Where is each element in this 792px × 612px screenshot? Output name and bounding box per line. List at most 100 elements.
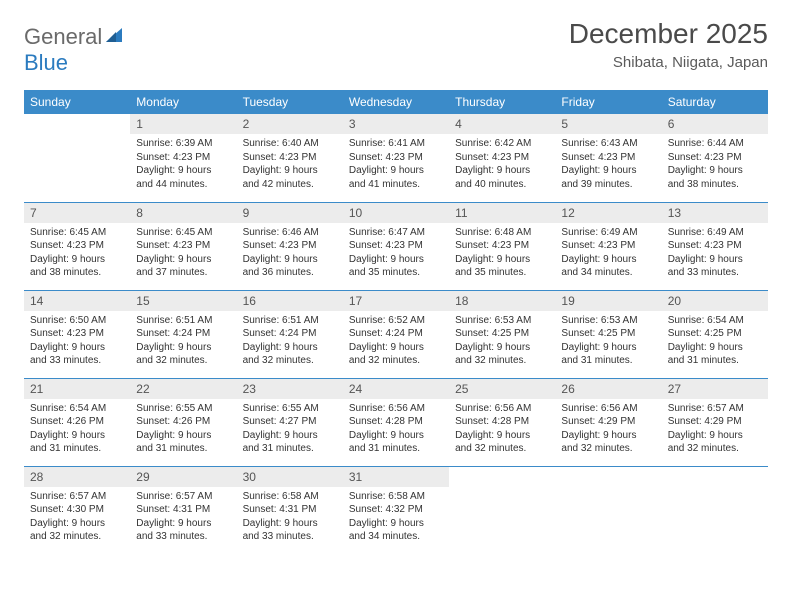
- calendar-week-row: 28Sunrise: 6:57 AMSunset: 4:30 PMDayligh…: [24, 466, 768, 554]
- calendar-cell: 5Sunrise: 6:43 AMSunset: 4:23 PMDaylight…: [555, 114, 661, 202]
- calendar-cell: 14Sunrise: 6:50 AMSunset: 4:23 PMDayligh…: [24, 290, 130, 378]
- calendar-cell: 9Sunrise: 6:46 AMSunset: 4:23 PMDaylight…: [237, 202, 343, 290]
- day-body: Sunrise: 6:51 AMSunset: 4:24 PMDaylight:…: [130, 311, 236, 374]
- day-body: Sunrise: 6:54 AMSunset: 4:26 PMDaylight:…: [24, 399, 130, 462]
- day-number: 15: [130, 291, 236, 311]
- day-number: 26: [555, 379, 661, 399]
- logo-sail-icon: [104, 24, 124, 50]
- calendar-cell: 4Sunrise: 6:42 AMSunset: 4:23 PMDaylight…: [449, 114, 555, 202]
- calendar-cell: 22Sunrise: 6:55 AMSunset: 4:26 PMDayligh…: [130, 378, 236, 466]
- logo: General Blue: [24, 24, 124, 76]
- header: General Blue December 2025 Shibata, Niig…: [24, 18, 768, 76]
- day-body: Sunrise: 6:46 AMSunset: 4:23 PMDaylight:…: [237, 223, 343, 286]
- calendar-cell: 25Sunrise: 6:56 AMSunset: 4:28 PMDayligh…: [449, 378, 555, 466]
- calendar-cell: 27Sunrise: 6:57 AMSunset: 4:29 PMDayligh…: [662, 378, 768, 466]
- day-body: Sunrise: 6:57 AMSunset: 4:31 PMDaylight:…: [130, 487, 236, 550]
- logo-text: General Blue: [24, 24, 124, 76]
- day-number: 21: [24, 379, 130, 399]
- day-body: [24, 120, 130, 129]
- calendar-cell: 30Sunrise: 6:58 AMSunset: 4:31 PMDayligh…: [237, 466, 343, 554]
- day-number: 31: [343, 467, 449, 487]
- calendar-cell: 24Sunrise: 6:56 AMSunset: 4:28 PMDayligh…: [343, 378, 449, 466]
- calendar-week-row: 14Sunrise: 6:50 AMSunset: 4:23 PMDayligh…: [24, 290, 768, 378]
- day-number: 20: [662, 291, 768, 311]
- day-body: Sunrise: 6:45 AMSunset: 4:23 PMDaylight:…: [24, 223, 130, 286]
- calendar-cell: 19Sunrise: 6:53 AMSunset: 4:25 PMDayligh…: [555, 290, 661, 378]
- day-body: [662, 473, 768, 482]
- day-body: Sunrise: 6:49 AMSunset: 4:23 PMDaylight:…: [662, 223, 768, 286]
- day-number: 10: [343, 203, 449, 223]
- calendar-header-row: SundayMondayTuesdayWednesdayThursdayFrid…: [24, 90, 768, 114]
- day-number: 29: [130, 467, 236, 487]
- day-body: Sunrise: 6:57 AMSunset: 4:30 PMDaylight:…: [24, 487, 130, 550]
- logo-word-1: General: [24, 24, 102, 49]
- calendar-cell: 31Sunrise: 6:58 AMSunset: 4:32 PMDayligh…: [343, 466, 449, 554]
- title-block: December 2025 Shibata, Niigata, Japan: [569, 18, 768, 71]
- calendar-day-header: Monday: [130, 90, 236, 114]
- day-body: Sunrise: 6:56 AMSunset: 4:28 PMDaylight:…: [449, 399, 555, 462]
- day-body: Sunrise: 6:52 AMSunset: 4:24 PMDaylight:…: [343, 311, 449, 374]
- calendar-cell: 11Sunrise: 6:48 AMSunset: 4:23 PMDayligh…: [449, 202, 555, 290]
- calendar-day-header: Saturday: [662, 90, 768, 114]
- calendar-day-header: Sunday: [24, 90, 130, 114]
- calendar-cell: 10Sunrise: 6:47 AMSunset: 4:23 PMDayligh…: [343, 202, 449, 290]
- day-number: 28: [24, 467, 130, 487]
- day-body: Sunrise: 6:56 AMSunset: 4:29 PMDaylight:…: [555, 399, 661, 462]
- day-body: Sunrise: 6:50 AMSunset: 4:23 PMDaylight:…: [24, 311, 130, 374]
- day-body: Sunrise: 6:41 AMSunset: 4:23 PMDaylight:…: [343, 134, 449, 197]
- day-body: Sunrise: 6:40 AMSunset: 4:23 PMDaylight:…: [237, 134, 343, 197]
- calendar-cell: 2Sunrise: 6:40 AMSunset: 4:23 PMDaylight…: [237, 114, 343, 202]
- calendar-cell: [555, 466, 661, 554]
- calendar-week-row: 1Sunrise: 6:39 AMSunset: 4:23 PMDaylight…: [24, 114, 768, 202]
- calendar-cell: 28Sunrise: 6:57 AMSunset: 4:30 PMDayligh…: [24, 466, 130, 554]
- day-number: 12: [555, 203, 661, 223]
- calendar-cell: 29Sunrise: 6:57 AMSunset: 4:31 PMDayligh…: [130, 466, 236, 554]
- day-number: 13: [662, 203, 768, 223]
- day-body: Sunrise: 6:45 AMSunset: 4:23 PMDaylight:…: [130, 223, 236, 286]
- day-body: Sunrise: 6:39 AMSunset: 4:23 PMDaylight:…: [130, 134, 236, 197]
- calendar-cell: 3Sunrise: 6:41 AMSunset: 4:23 PMDaylight…: [343, 114, 449, 202]
- day-number: 25: [449, 379, 555, 399]
- calendar-cell: 6Sunrise: 6:44 AMSunset: 4:23 PMDaylight…: [662, 114, 768, 202]
- calendar-cell: 23Sunrise: 6:55 AMSunset: 4:27 PMDayligh…: [237, 378, 343, 466]
- day-body: Sunrise: 6:58 AMSunset: 4:31 PMDaylight:…: [237, 487, 343, 550]
- day-number: 16: [237, 291, 343, 311]
- calendar-cell: [449, 466, 555, 554]
- calendar-cell: 12Sunrise: 6:49 AMSunset: 4:23 PMDayligh…: [555, 202, 661, 290]
- day-body: [555, 473, 661, 482]
- calendar-cell: [662, 466, 768, 554]
- day-body: Sunrise: 6:58 AMSunset: 4:32 PMDaylight:…: [343, 487, 449, 550]
- day-number: 19: [555, 291, 661, 311]
- day-body: Sunrise: 6:48 AMSunset: 4:23 PMDaylight:…: [449, 223, 555, 286]
- day-number: 5: [555, 114, 661, 134]
- day-body: Sunrise: 6:49 AMSunset: 4:23 PMDaylight:…: [555, 223, 661, 286]
- day-number: 14: [24, 291, 130, 311]
- day-body: Sunrise: 6:55 AMSunset: 4:27 PMDaylight:…: [237, 399, 343, 462]
- day-number: 24: [343, 379, 449, 399]
- day-number: 1: [130, 114, 236, 134]
- day-number: 2: [237, 114, 343, 134]
- day-number: 9: [237, 203, 343, 223]
- calendar-week-row: 21Sunrise: 6:54 AMSunset: 4:26 PMDayligh…: [24, 378, 768, 466]
- calendar-day-header: Friday: [555, 90, 661, 114]
- day-number: 27: [662, 379, 768, 399]
- calendar-day-header: Thursday: [449, 90, 555, 114]
- day-number: 18: [449, 291, 555, 311]
- day-body: Sunrise: 6:53 AMSunset: 4:25 PMDaylight:…: [449, 311, 555, 374]
- calendar-cell: 20Sunrise: 6:54 AMSunset: 4:25 PMDayligh…: [662, 290, 768, 378]
- calendar-day-header: Wednesday: [343, 90, 449, 114]
- calendar-cell: 18Sunrise: 6:53 AMSunset: 4:25 PMDayligh…: [449, 290, 555, 378]
- day-number: 7: [24, 203, 130, 223]
- day-body: Sunrise: 6:55 AMSunset: 4:26 PMDaylight:…: [130, 399, 236, 462]
- calendar-cell: [24, 114, 130, 202]
- day-body: Sunrise: 6:43 AMSunset: 4:23 PMDaylight:…: [555, 134, 661, 197]
- day-body: Sunrise: 6:42 AMSunset: 4:23 PMDaylight:…: [449, 134, 555, 197]
- day-number: 4: [449, 114, 555, 134]
- day-body: Sunrise: 6:56 AMSunset: 4:28 PMDaylight:…: [343, 399, 449, 462]
- calendar-day-header: Tuesday: [237, 90, 343, 114]
- day-number: 30: [237, 467, 343, 487]
- day-body: Sunrise: 6:54 AMSunset: 4:25 PMDaylight:…: [662, 311, 768, 374]
- day-body: Sunrise: 6:51 AMSunset: 4:24 PMDaylight:…: [237, 311, 343, 374]
- day-body: Sunrise: 6:44 AMSunset: 4:23 PMDaylight:…: [662, 134, 768, 197]
- day-number: 22: [130, 379, 236, 399]
